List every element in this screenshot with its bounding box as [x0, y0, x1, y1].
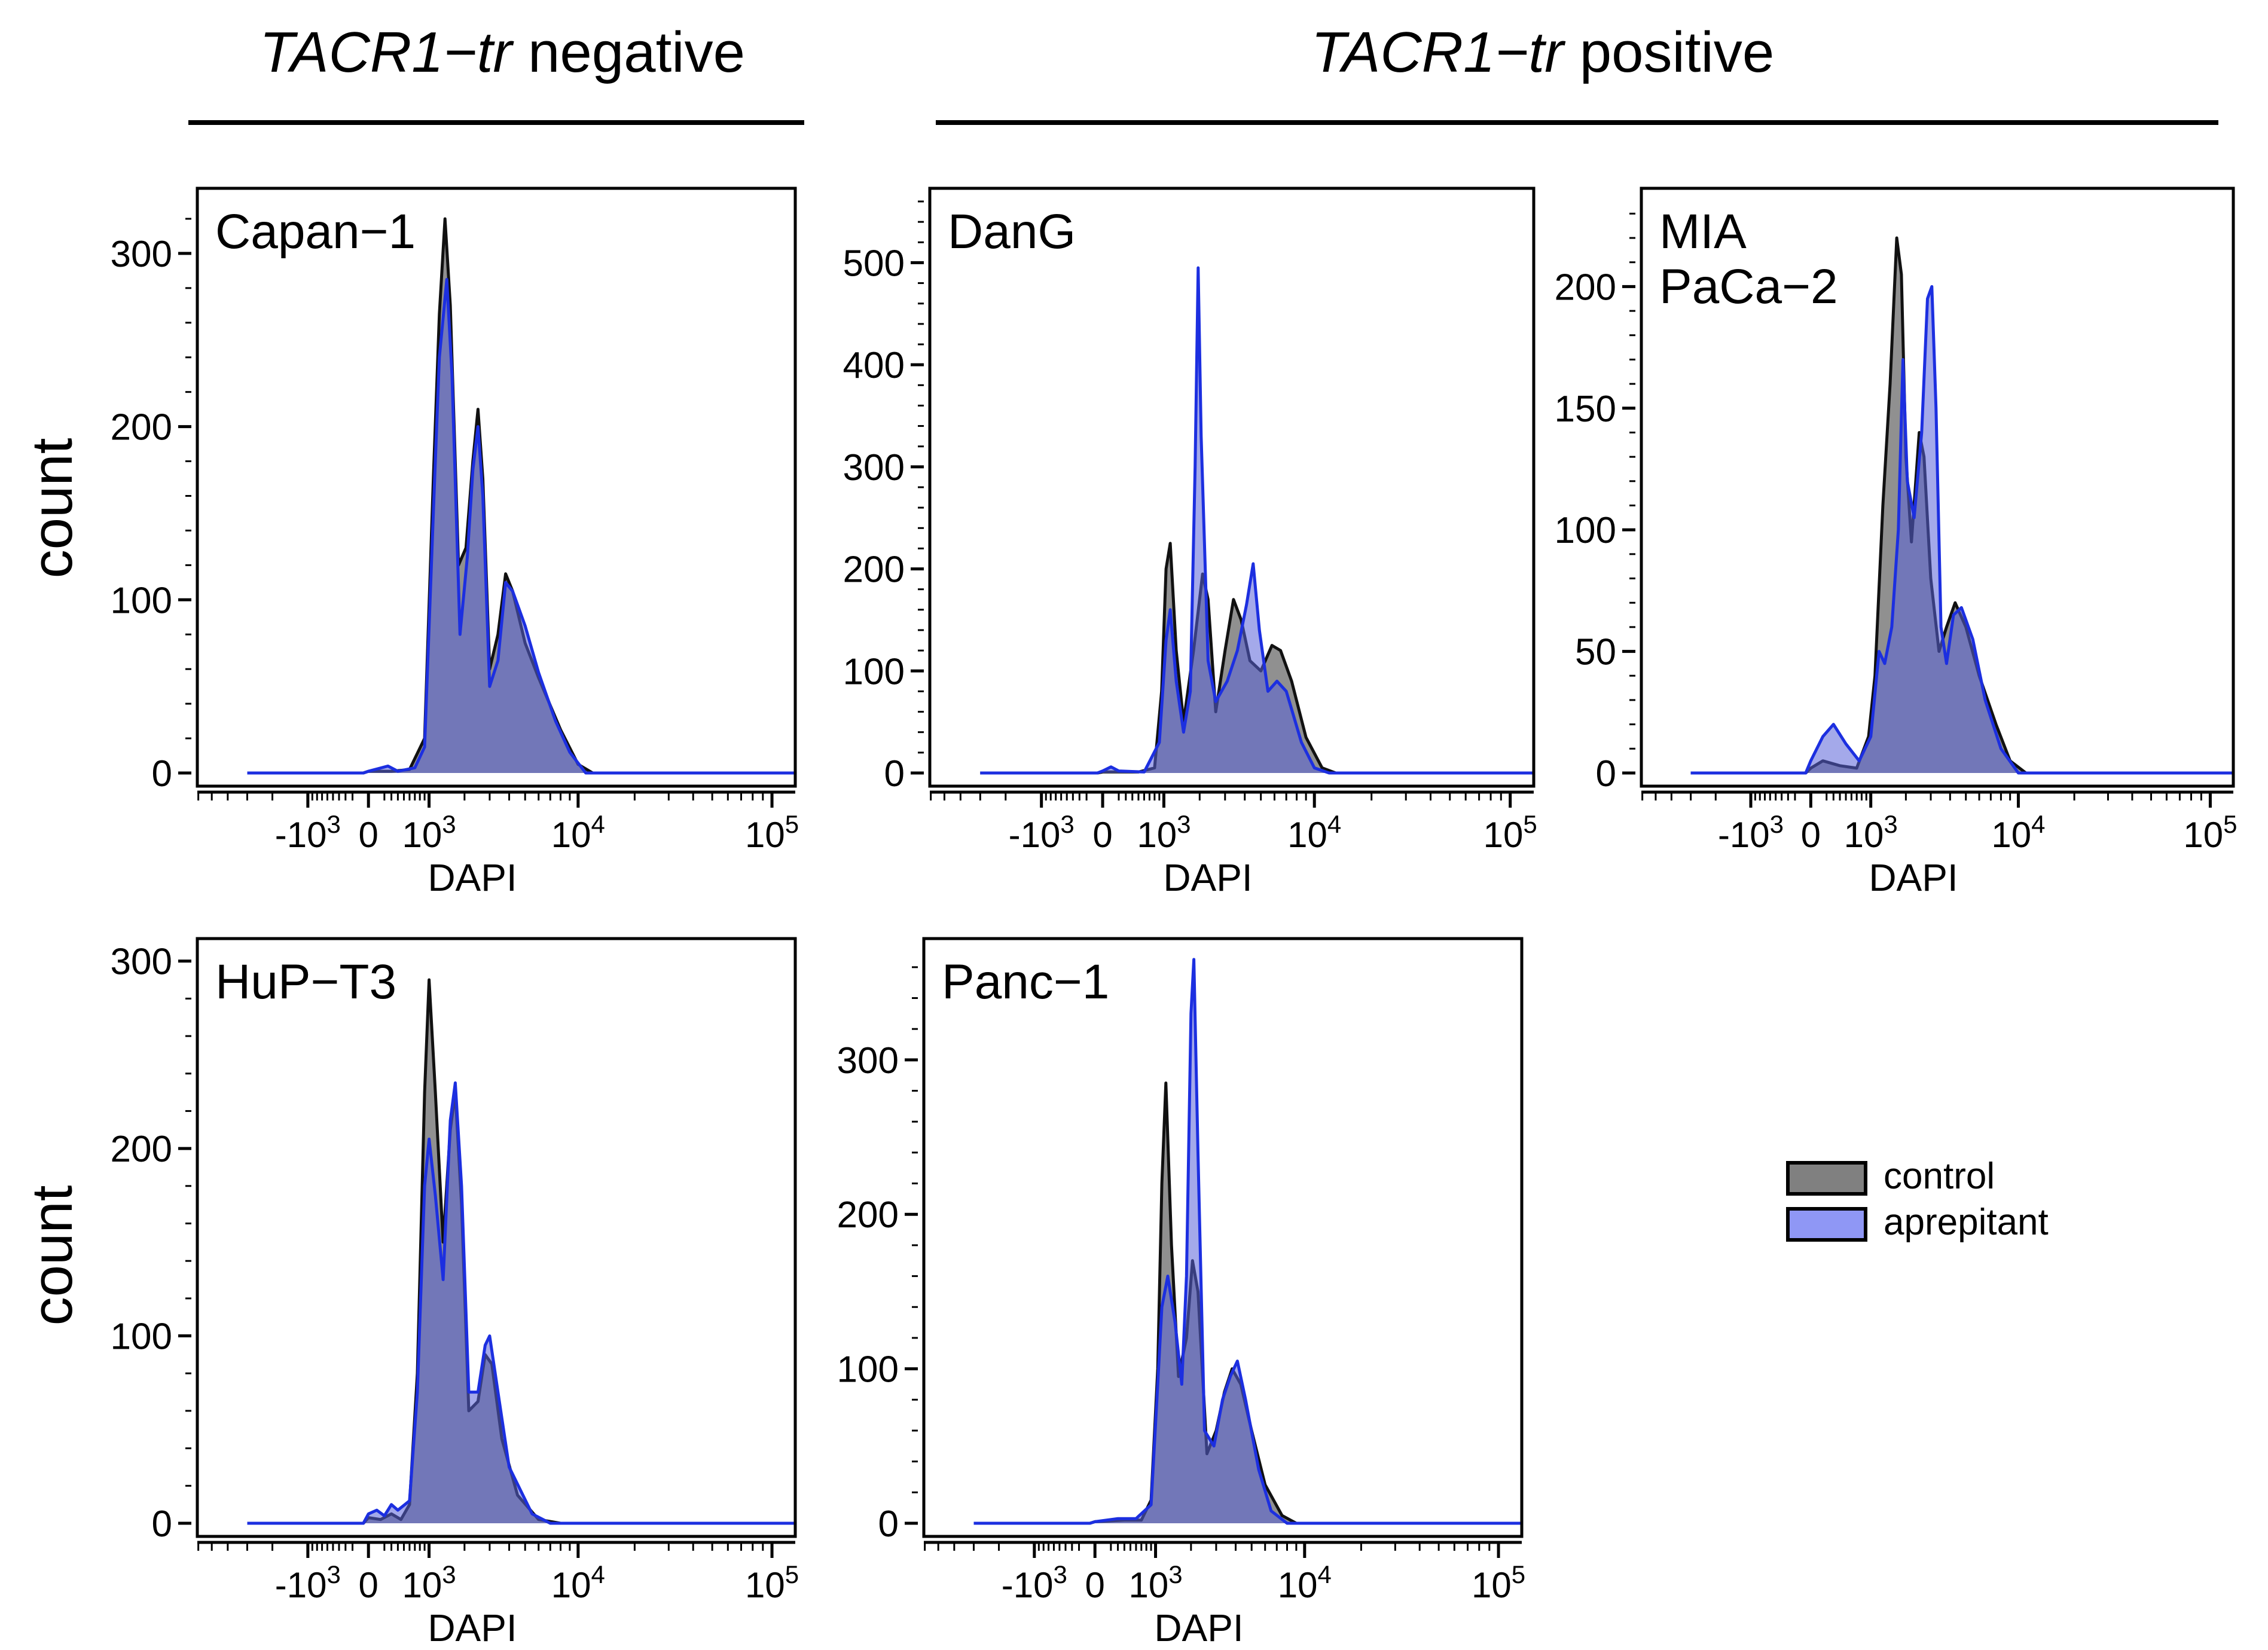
legend-label-aprepitant: aprepitant: [1884, 1202, 2049, 1243]
mia-paca-2-ytick-label: 0: [1596, 753, 1616, 795]
capan-1-frame: [196, 187, 797, 788]
hup-t3-xtick-label: -103: [275, 1560, 341, 1605]
panc-1-ytick-label: 100: [837, 1349, 899, 1391]
dang-aprepitant-area: [980, 268, 1534, 773]
mia-paca-2-ytick-label: 50: [1575, 632, 1616, 673]
capan-1-ytick-label: 0: [152, 753, 172, 795]
panc-1-x-label: DAPI: [1154, 1606, 1243, 1649]
dang-title: DanG: [948, 204, 1076, 259]
dang-ytick-label: 100: [843, 651, 905, 692]
hup-t3-x-label: DAPI: [428, 1606, 517, 1649]
capan-1-aprepitant-line: [247, 277, 795, 775]
mia-paca-2-xtick-label: 104: [1991, 810, 2045, 855]
hup-t3-control-area: [247, 980, 795, 1523]
dang-xtick-label: 103: [1137, 810, 1191, 855]
dang-ytick-label: 0: [884, 753, 905, 795]
capan-1-xtick-label: 0: [359, 815, 378, 855]
capan-1-x-label: DAPI: [428, 856, 517, 899]
row1-y-label: count: [20, 438, 84, 579]
mia-paca-2-ytick-label: 150: [1555, 389, 1616, 430]
legend-swatch-aprepitant: [1786, 1207, 1867, 1242]
dang-ytick-label: 300: [843, 447, 905, 488]
panc-1-frame: [922, 937, 1524, 1538]
capan-1-xtick-label: 103: [402, 810, 456, 855]
dang-aprepitant-line: [980, 266, 1534, 775]
legend-label-control: control: [1884, 1156, 1995, 1197]
hup-t3-aprepitant-area: [247, 1083, 795, 1523]
dang-ytick-label: 500: [843, 243, 905, 284]
dang-xtick-label: 105: [1483, 810, 1537, 855]
mia-paca-2-xtick-label: 103: [1844, 810, 1898, 855]
panc-1-control-area: [973, 1083, 1522, 1523]
panc-1-ytick-label: 0: [878, 1504, 899, 1545]
mia-paca-2-ytick-label: 200: [1555, 267, 1616, 308]
hup-t3-ytick-label: 300: [111, 942, 172, 983]
legend: control aprepitant: [1786, 1156, 2049, 1243]
mia-paca-2-xtick-label: 0: [1801, 815, 1821, 855]
dang-x-label: DAPI: [1163, 856, 1252, 899]
panel-capan-1: Capan−1 0 100 200 300 -103 0 103 104 105 DAPI: [111, 187, 799, 899]
panel-hup-t3: HuP−T3 0 100 200 300 -103 0 103 104 105 DAPI: [111, 937, 799, 1649]
dang-frame: [928, 187, 1536, 788]
mia-paca-2-x-label: DAPI: [1869, 856, 1958, 899]
dang-ytick-label: 400: [843, 345, 905, 386]
mia-paca-2-aprepitant-area: [1690, 286, 2233, 773]
dang-xtick-label: -103: [1009, 810, 1075, 855]
panc-1-xtick-label: 105: [1472, 1560, 1525, 1605]
panc-1-ytick-label: 300: [837, 1040, 899, 1081]
panc-1-control-line: [973, 1081, 1522, 1525]
hup-t3-xtick-label: 104: [551, 1560, 605, 1605]
hup-t3-aprepitant-line: [247, 1081, 795, 1525]
panc-1-aprepitant-line: [973, 958, 1522, 1525]
hup-t3-control-line: [247, 978, 795, 1525]
dang-xtick-label: 104: [1287, 810, 1341, 855]
hup-t3-title: HuP−T3: [215, 955, 396, 1009]
panc-1-xtick-label: 103: [1128, 1560, 1182, 1605]
panel-panc-1: Panc−1 0 100 200 300 -103 0 103 104 105 DAPI: [837, 937, 1525, 1649]
hup-t3-xtick-label: 105: [745, 1560, 799, 1605]
hup-t3-xtick-label: 0: [359, 1565, 378, 1605]
capan-1-ytick-label: 200: [111, 407, 172, 448]
capan-1-title: Capan−1: [215, 204, 416, 259]
capan-1-xtick-label: 104: [551, 810, 605, 855]
mia-paca-2-frame: [1640, 187, 2235, 788]
hup-t3-frame: [196, 937, 797, 1538]
panc-1-title: Panc−1: [942, 955, 1109, 1009]
hup-t3-xtick-label: 103: [402, 1560, 456, 1605]
header-positive: TACR1−tr positive: [1311, 20, 1774, 84]
hup-t3-ytick-label: 100: [111, 1316, 172, 1358]
hup-t3-ytick-label: 0: [152, 1504, 172, 1545]
capan-1-ytick-label: 100: [111, 580, 172, 621]
panc-1-xtick-label: 0: [1085, 1565, 1105, 1605]
mia-paca-2-xtick-label: -103: [1718, 810, 1784, 855]
row2-y-label: count: [20, 1185, 84, 1326]
capan-1-ytick-label: 300: [111, 234, 172, 275]
mia-paca-2-ytick-label: 100: [1555, 510, 1616, 551]
panc-1-ytick-label: 200: [837, 1194, 899, 1236]
panel-dang: DanG 0 100 200 300 400 500 -103 0 103 104 105 DAPI: [843, 187, 1537, 899]
capan-1-xtick-label: 105: [745, 810, 799, 855]
panc-1-aprepitant-area: [973, 959, 1522, 1523]
header-negative: TACR1−tr negative: [260, 20, 745, 84]
dang-xtick-label: 0: [1092, 815, 1112, 855]
panel-mia-paca-2: MIA PaCa−2 0 50 100 150 200 -103 0 103 104 105 DAPI: [1555, 187, 2237, 899]
panc-1-xtick-label: 104: [1278, 1560, 1332, 1605]
capan-1-aprepitant-area: [247, 279, 795, 773]
mia-paca-2-xtick-label: 105: [2183, 810, 2237, 855]
capan-1-xtick-label: -103: [275, 810, 341, 855]
mia-paca-2-aprepitant-line: [1690, 285, 2233, 775]
hup-t3-ytick-label: 200: [111, 1129, 172, 1170]
panc-1-xtick-label: -103: [1002, 1560, 1067, 1605]
mia-paca-2-title: MIA PaCa−2: [1659, 204, 1838, 314]
dang-ytick-label: 200: [843, 549, 905, 591]
legend-swatch-control: [1786, 1161, 1867, 1196]
